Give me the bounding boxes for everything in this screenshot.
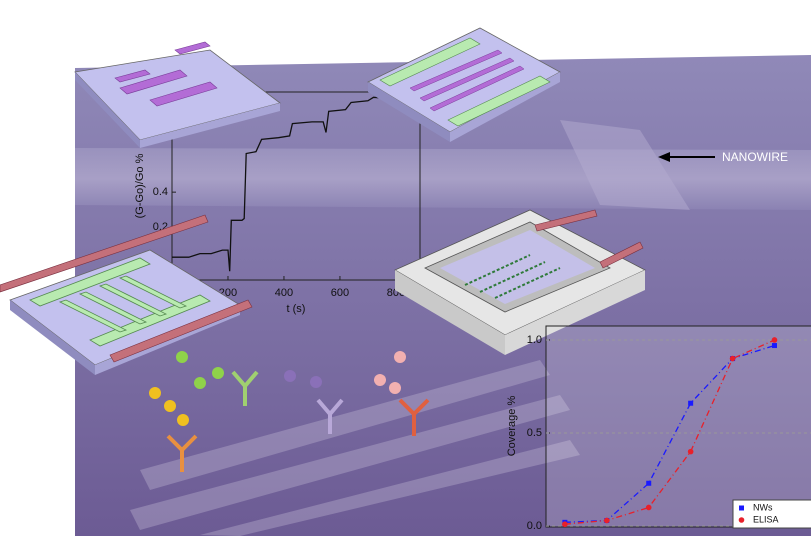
y-tick-label: 0.5 — [527, 427, 542, 439]
data-point — [646, 480, 652, 486]
plot-marks — [172, 96, 419, 272]
x-tick-label: 600 — [331, 287, 349, 299]
data-point — [688, 400, 694, 406]
data-point — [687, 448, 694, 455]
legend-label: NWs — [753, 502, 773, 512]
data-point — [729, 355, 736, 362]
data-point — [645, 504, 652, 511]
legend-box — [732, 499, 811, 529]
data-point — [603, 517, 610, 524]
y-axis-label: (G-Go)/Go % — [134, 153, 146, 218]
plot-marks — [562, 337, 778, 527]
legend-marker — [738, 517, 745, 523]
y-tick-label: 1.0 — [527, 334, 542, 346]
fit-line — [564, 339, 775, 525]
line-series — [172, 96, 419, 272]
y-tick-label: 0.4 — [153, 186, 168, 198]
legend-label: ELISA — [753, 514, 779, 524]
y-axis-label: Coverage % — [506, 396, 518, 457]
legend-marker — [739, 505, 744, 511]
nanowire-label: NANOWIRE — [722, 150, 788, 164]
device-illustrations: NANOWIRE — [0, 27, 788, 472]
plot-area — [171, 91, 421, 281]
fit-line — [564, 344, 775, 523]
chart-coverage: 0.0 0.5 1.0 Coverage % NWs ELISA — [506, 325, 811, 532]
x-tick-label: 400 — [275, 287, 293, 299]
data-point — [562, 521, 568, 527]
molecules — [149, 351, 430, 472]
plot-area — [545, 325, 811, 528]
y-tick-label: 0.0 — [527, 520, 542, 532]
data-point — [771, 337, 778, 343]
x-axis-label: t (s) — [287, 303, 306, 315]
data-point — [771, 343, 777, 349]
